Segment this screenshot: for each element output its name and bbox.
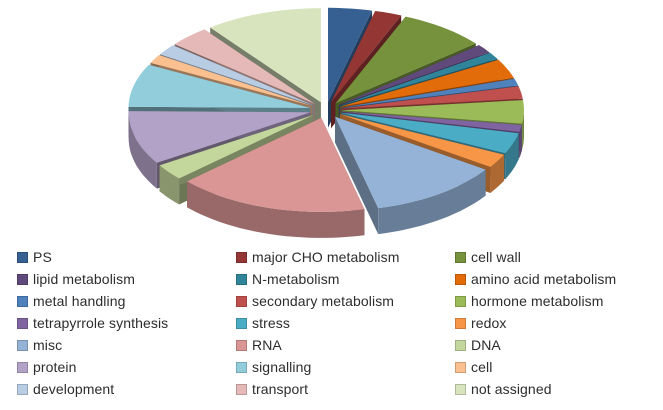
legend-item-metal-handling: metal handling (17, 290, 236, 312)
legend-item-lipid-metabolism: lipid metabolism (17, 268, 236, 290)
legend-label: N-metabolism (252, 271, 340, 287)
legend-swatch-redox (455, 317, 466, 329)
legend-swatch-tetrapyrrole-synthesis (17, 317, 28, 329)
legend-swatch-metal-handling (17, 295, 28, 307)
legend-swatch-development (17, 383, 28, 395)
legend-swatch-amino-acid-metabolism (455, 273, 466, 285)
legend-swatch-protein (17, 361, 28, 373)
legend-label: transport (252, 381, 309, 397)
legend-item-stress: stress (236, 312, 455, 334)
legend-label: stress (252, 315, 290, 331)
legend-item-hormone-metabolism: hormone metabolism (455, 290, 663, 312)
legend-label: secondary metabolism (252, 293, 395, 309)
legend-item-secondary-metabolism: secondary metabolism (236, 290, 455, 312)
legend-swatch-dna (455, 339, 466, 351)
legend-label: cell wall (471, 249, 521, 265)
legend-item-signalling: signalling (236, 356, 455, 378)
legend-swatch-secondary-metabolism (236, 295, 247, 307)
legend-label: not assigned (471, 381, 552, 397)
legend-item-not-assigned: not assigned (455, 378, 663, 400)
legend-item-amino-acid-metabolism: amino acid metabolism (455, 268, 663, 290)
legend-label: lipid metabolism (33, 271, 135, 287)
legend-label: amino acid metabolism (471, 271, 617, 287)
legend-item-ps: PS (17, 246, 236, 268)
pie-slice-misc (335, 116, 486, 235)
legend-label: cell (471, 359, 493, 375)
legend-label: DNA (471, 337, 501, 353)
legend-swatch-cell-wall (455, 251, 466, 263)
legend-label: protein (33, 359, 77, 375)
legend-swatch-ps (17, 251, 28, 263)
legend-swatch-transport (236, 383, 247, 395)
legend-label: misc (33, 337, 63, 353)
legend-item-dna: DNA (455, 334, 663, 356)
legend-item-development: development (17, 378, 236, 400)
legend-item-major-cho-metabolism: major CHO metabolism (236, 246, 455, 268)
legend-item-transport: transport (236, 378, 455, 400)
chart-legend: PS major CHO metabolism cell wall lipid met… (0, 246, 663, 400)
pie-chart-area (128, 7, 524, 238)
legend-label: major CHO metabolism (252, 249, 400, 265)
legend-label: tetrapyrrole synthesis (33, 315, 169, 331)
legend-item-cell: cell (455, 356, 663, 378)
legend-label: development (33, 381, 115, 397)
legend-swatch-misc (17, 339, 28, 351)
legend-item-redox: redox (455, 312, 663, 334)
legend-item-protein: protein (17, 356, 236, 378)
legend-item-n-metabolism: N-metabolism (236, 268, 455, 290)
legend-swatch-cell (455, 361, 466, 373)
legend-swatch-n-metabolism (236, 273, 247, 285)
pie-chart-3d (128, 7, 524, 238)
legend-label: redox (471, 315, 507, 331)
legend-swatch-lipid-metabolism (17, 273, 28, 285)
legend-swatch-signalling (236, 361, 247, 373)
legend-swatch-major-cho-metabolism (236, 251, 247, 263)
legend-swatch-hormone-metabolism (455, 295, 466, 307)
legend-swatch-stress (236, 317, 247, 329)
legend-label: PS (33, 249, 52, 265)
legend-item-rna: RNA (236, 334, 455, 356)
legend-label: metal handling (33, 293, 126, 309)
legend-swatch-not-assigned (455, 383, 466, 395)
legend-label: RNA (252, 337, 282, 353)
legend-label: hormone metabolism (471, 293, 604, 309)
legend-label: signalling (252, 359, 312, 375)
legend-item-tetrapyrrole-synthesis: tetrapyrrole synthesis (17, 312, 236, 334)
legend-swatch-rna (236, 339, 247, 351)
legend-item-misc: misc (17, 334, 236, 356)
pie-slice-rna (187, 117, 365, 238)
legend-item-cell-wall: cell wall (455, 246, 663, 268)
